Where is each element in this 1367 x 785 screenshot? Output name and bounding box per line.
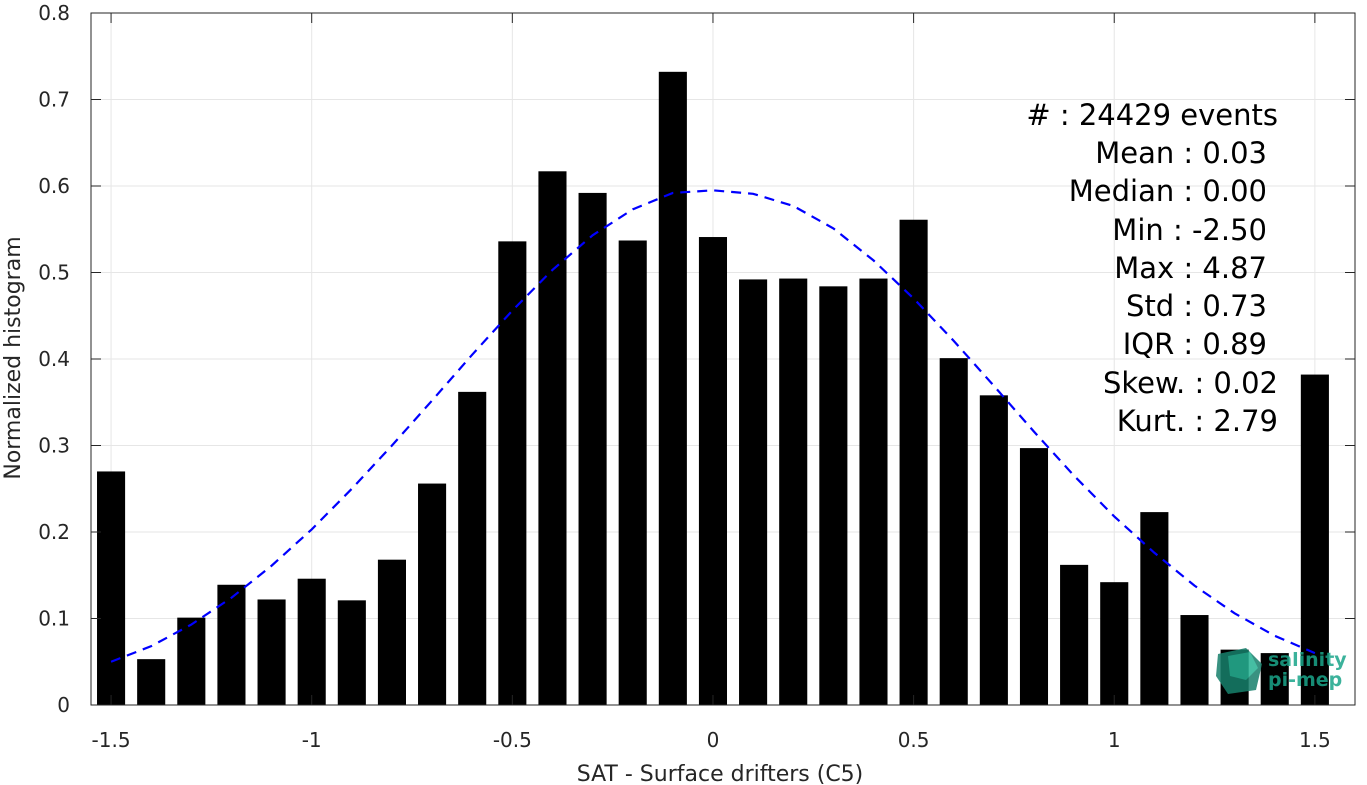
x-tick-label: 0.5 xyxy=(898,728,930,752)
histogram-bar xyxy=(1100,582,1129,705)
fit-curve-layer xyxy=(110,189,1316,663)
logo-cube-highlight xyxy=(1228,652,1258,680)
histogram-bar xyxy=(538,171,567,706)
x-tick-label: 0 xyxy=(707,728,720,752)
stat-mean: Mean : 0.03 xyxy=(1095,136,1267,170)
y-tick-label: 0 xyxy=(57,693,70,717)
histogram-bar xyxy=(257,599,286,705)
histogram-bars xyxy=(97,71,1329,706)
stat-iqr: IQR : 0.89 xyxy=(1123,327,1267,361)
y-tick-label: 0.1 xyxy=(38,607,70,631)
x-tick-label: -0.5 xyxy=(493,728,532,752)
histogram-bar xyxy=(1260,653,1289,705)
statistics-box: # : 24429 events Mean : 0.03 Median : 0.… xyxy=(1026,98,1278,438)
histogram-bar xyxy=(859,278,888,705)
histogram-bar xyxy=(658,71,687,705)
salinity-pi-mep-logo: salinity pi-mep xyxy=(1216,648,1347,694)
stat-count: # : 24429 events xyxy=(1026,98,1278,132)
histogram-bar xyxy=(97,471,126,705)
histogram-bar xyxy=(377,559,406,705)
histogram-bar xyxy=(899,219,928,706)
histogram-bar xyxy=(779,278,808,705)
y-axis-label: Normalized histogram xyxy=(1,236,26,479)
logo-text-pi-mep: pi-mep xyxy=(1268,669,1342,691)
histogram-bar xyxy=(498,241,527,706)
stat-std: Std : 0.73 xyxy=(1126,289,1267,323)
stat-median: Median : 0.00 xyxy=(1069,174,1267,208)
stat-min: Min : -2.50 xyxy=(1112,213,1267,247)
histogram-bar xyxy=(739,279,768,705)
y-tick-label: 0.6 xyxy=(38,174,70,198)
histogram-bar xyxy=(939,358,968,705)
histogram-bar xyxy=(979,395,1008,705)
histogram-bar xyxy=(1060,564,1089,705)
histogram-bar xyxy=(177,617,206,705)
axes xyxy=(90,12,1356,706)
y-tick-label: 0.7 xyxy=(38,88,70,112)
histogram-bar xyxy=(698,237,728,705)
histogram-bar xyxy=(1019,448,1049,705)
x-tick-label: -1.5 xyxy=(92,728,131,752)
histogram-bar xyxy=(217,584,246,705)
y-tick-label: 0.2 xyxy=(38,520,70,544)
histogram-bar xyxy=(1140,512,1169,705)
histogram-bar xyxy=(337,600,366,705)
y-tick-labels: 0 0.1 0.2 0.3 0.4 0.5 0.6 0.7 0.8 xyxy=(38,1,70,717)
x-axis-label: SAT - Surface drifters (C5) xyxy=(577,762,864,785)
y-tick-label: 0.3 xyxy=(38,434,70,458)
x-tick-label: 1 xyxy=(1108,728,1121,752)
stat-kurtosis: Kurt. : 2.79 xyxy=(1117,404,1278,438)
histogram-bar xyxy=(458,391,487,705)
x-tick-labels: -1.5 -1 -0.5 0 0.5 1 1.5 xyxy=(92,728,1331,752)
normal-fit-curve xyxy=(110,189,1316,663)
stat-max: Max : 4.87 xyxy=(1114,251,1267,285)
histogram-bar xyxy=(418,483,447,705)
y-tick-label: 0.5 xyxy=(38,261,70,285)
histogram-bar xyxy=(819,286,848,705)
histogram-bar xyxy=(618,240,647,705)
histogram-bar xyxy=(137,659,166,705)
x-tick-label: -1 xyxy=(302,728,322,752)
stat-skewness: Skew. : 0.02 xyxy=(1103,366,1278,400)
histogram-bar xyxy=(1300,374,1329,705)
histogram-bar xyxy=(297,578,326,705)
x-tick-label: 1.5 xyxy=(1299,728,1331,752)
histogram-bar xyxy=(578,192,607,706)
logo-text-salinity: salinity xyxy=(1268,649,1347,671)
y-tick-label: 0.8 xyxy=(38,1,70,25)
y-tick-label: 0.4 xyxy=(38,347,70,371)
histogram-bar xyxy=(1180,615,1209,705)
